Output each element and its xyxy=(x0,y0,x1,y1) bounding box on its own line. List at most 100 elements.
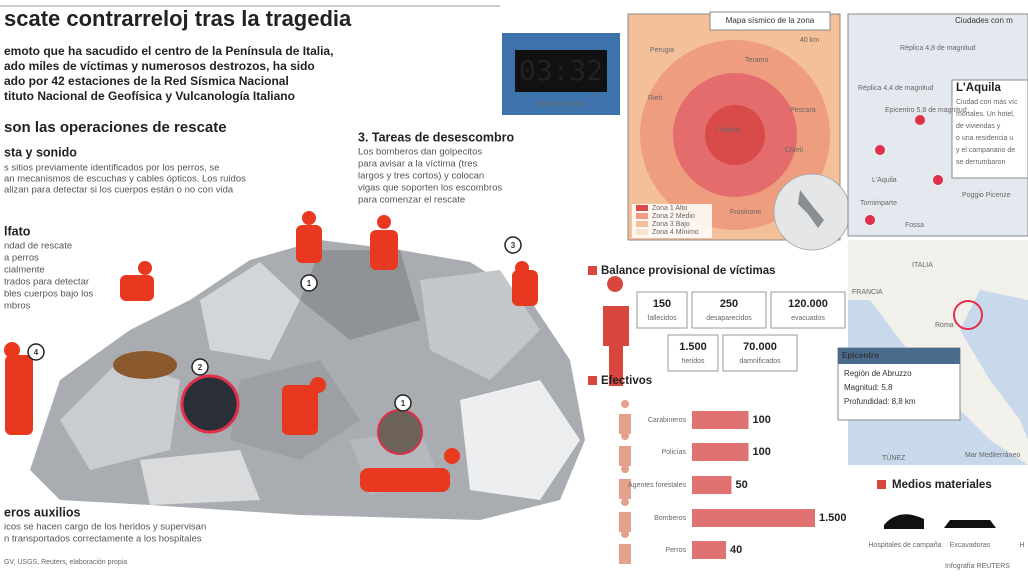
map-title: Mapa sísmico de la zona xyxy=(726,16,815,25)
city-label: Fossa xyxy=(905,222,924,229)
epicentro-band xyxy=(838,348,960,364)
aquila-title: L'Aquila xyxy=(956,82,1002,94)
step-line: mbros xyxy=(4,301,31,312)
city-label: Tornimparte xyxy=(860,200,897,207)
city-label: Poggio Picenze xyxy=(962,192,1011,199)
material-label: Excavadoras xyxy=(950,542,991,549)
victim-label: evacuados xyxy=(791,315,825,322)
victim-box xyxy=(770,291,846,329)
category-label: Carabineros xyxy=(648,417,687,424)
aquila-line: Ciudad con más víc xyxy=(956,99,1018,106)
clock-display xyxy=(515,50,607,92)
step-title: lfato xyxy=(4,224,31,238)
person-icon xyxy=(603,276,629,386)
credit: GV, USGS, Reuters, elaboración propia xyxy=(4,559,127,566)
intro-line: ado por 42 estaciones de la Red Sísmica … xyxy=(4,74,289,88)
cavity xyxy=(377,409,423,455)
bar xyxy=(692,541,727,559)
aquila-line: o una residencia u xyxy=(956,135,1013,142)
step-line: cialmente xyxy=(4,265,45,276)
italy-shape xyxy=(798,190,824,228)
city-label: Frosinone xyxy=(730,209,761,216)
title: scate contrarreloj tras la tragedia xyxy=(4,6,352,31)
rock xyxy=(60,360,180,470)
victim-box xyxy=(722,334,798,372)
legend-swatch xyxy=(636,229,648,235)
rock xyxy=(300,250,420,340)
material-label: Hospitales de campaña xyxy=(868,542,941,549)
step-marker-label: 3 xyxy=(511,241,516,250)
aquila-line: se derrumbaron xyxy=(956,159,1006,166)
category-label: Agentes forestales xyxy=(628,482,686,489)
city-label: Réplica 4,8 de magnitud xyxy=(900,45,976,52)
step-line: bles cuerpos bajo los xyxy=(4,289,93,300)
material-label: H xyxy=(1019,542,1024,549)
step-marker xyxy=(191,358,209,376)
step-marker xyxy=(394,394,412,412)
aquila-line: y el campanario de xyxy=(956,147,1015,154)
step-marker xyxy=(300,274,318,292)
credit: Infografía REUTERS xyxy=(945,563,1010,570)
section-heading: son las operaciones de rescate xyxy=(4,119,227,136)
excavator-icon xyxy=(944,520,996,528)
category-label: Perros xyxy=(665,547,686,554)
value-label: 100 xyxy=(753,446,771,458)
value-label: 40 xyxy=(730,544,742,556)
figure-icon xyxy=(619,530,631,564)
city-label: Chieti xyxy=(785,147,803,154)
zone xyxy=(705,105,765,165)
city-label: Perugia xyxy=(650,47,674,54)
dog xyxy=(113,351,177,379)
aquila-line: mortales. Un hotel, xyxy=(956,111,1015,118)
epicenter-ring xyxy=(953,300,983,330)
aquila-line: de viviendas y xyxy=(956,123,1001,130)
step-line: a perros xyxy=(4,253,39,264)
region-label: Roma xyxy=(935,322,954,329)
epicentro-title: Epicentro xyxy=(842,351,879,360)
region-label: ITALIA xyxy=(912,262,933,269)
city-label: Réplica 4,4 de magnitud xyxy=(858,85,934,92)
rock xyxy=(420,270,540,380)
region-label: Mar Mediterráneo xyxy=(965,452,1020,459)
step-line: para comenzar el rescate xyxy=(358,195,465,206)
category-label: Policías xyxy=(661,449,686,456)
bar xyxy=(692,411,749,429)
epicentro-line: Región de Abruzzo xyxy=(844,369,912,378)
city-label: Epicentro 5,8 de magnitud xyxy=(885,107,967,114)
chart-title: Efectivos xyxy=(601,375,652,387)
step-line: para avisar a la víctima (tres xyxy=(358,159,478,170)
legend-label: Zona 2 Medio xyxy=(652,213,695,220)
bar xyxy=(692,476,732,494)
step-line: icos se hacen cargo de los heridos y sup… xyxy=(4,522,206,533)
rescuers xyxy=(4,211,538,492)
map-title-box xyxy=(709,11,831,31)
clock-label: Hora del seísmo xyxy=(536,101,587,108)
intro-line: emoto que ha sacudido el centro de la Pe… xyxy=(4,44,333,58)
step-line: an mecanismos de escuchas y cables óptic… xyxy=(4,174,246,185)
hospital-icon xyxy=(884,514,924,529)
cavity xyxy=(180,374,240,434)
illustration xyxy=(4,211,585,520)
bullet xyxy=(588,266,597,275)
city-dot xyxy=(933,175,943,185)
section-title: Medios materiales xyxy=(892,479,992,491)
step-line: ndad de rescate xyxy=(4,241,72,252)
value-label: 100 xyxy=(753,414,771,426)
victim-label: damnificados xyxy=(739,358,781,365)
bar xyxy=(692,509,815,527)
city-label: Rieti xyxy=(648,95,662,102)
epicentro-line: Magnitud: 5,8 xyxy=(844,383,893,392)
victim-label: heridos xyxy=(682,358,705,365)
legend-swatch xyxy=(636,213,648,219)
clock-time: 03:32 xyxy=(519,54,603,87)
victim-box xyxy=(667,334,719,372)
victim-value: 250 xyxy=(720,298,738,310)
victim-value: 70.000 xyxy=(743,341,777,353)
city-label: L'Aquila xyxy=(715,127,740,134)
step-marker xyxy=(504,236,522,254)
map-scale: 40 km xyxy=(800,37,819,44)
city-label: L'Aquila xyxy=(872,177,897,184)
step-marker-label: 1 xyxy=(307,279,312,288)
step-line: s sitios previamente identificados por l… xyxy=(4,163,219,174)
